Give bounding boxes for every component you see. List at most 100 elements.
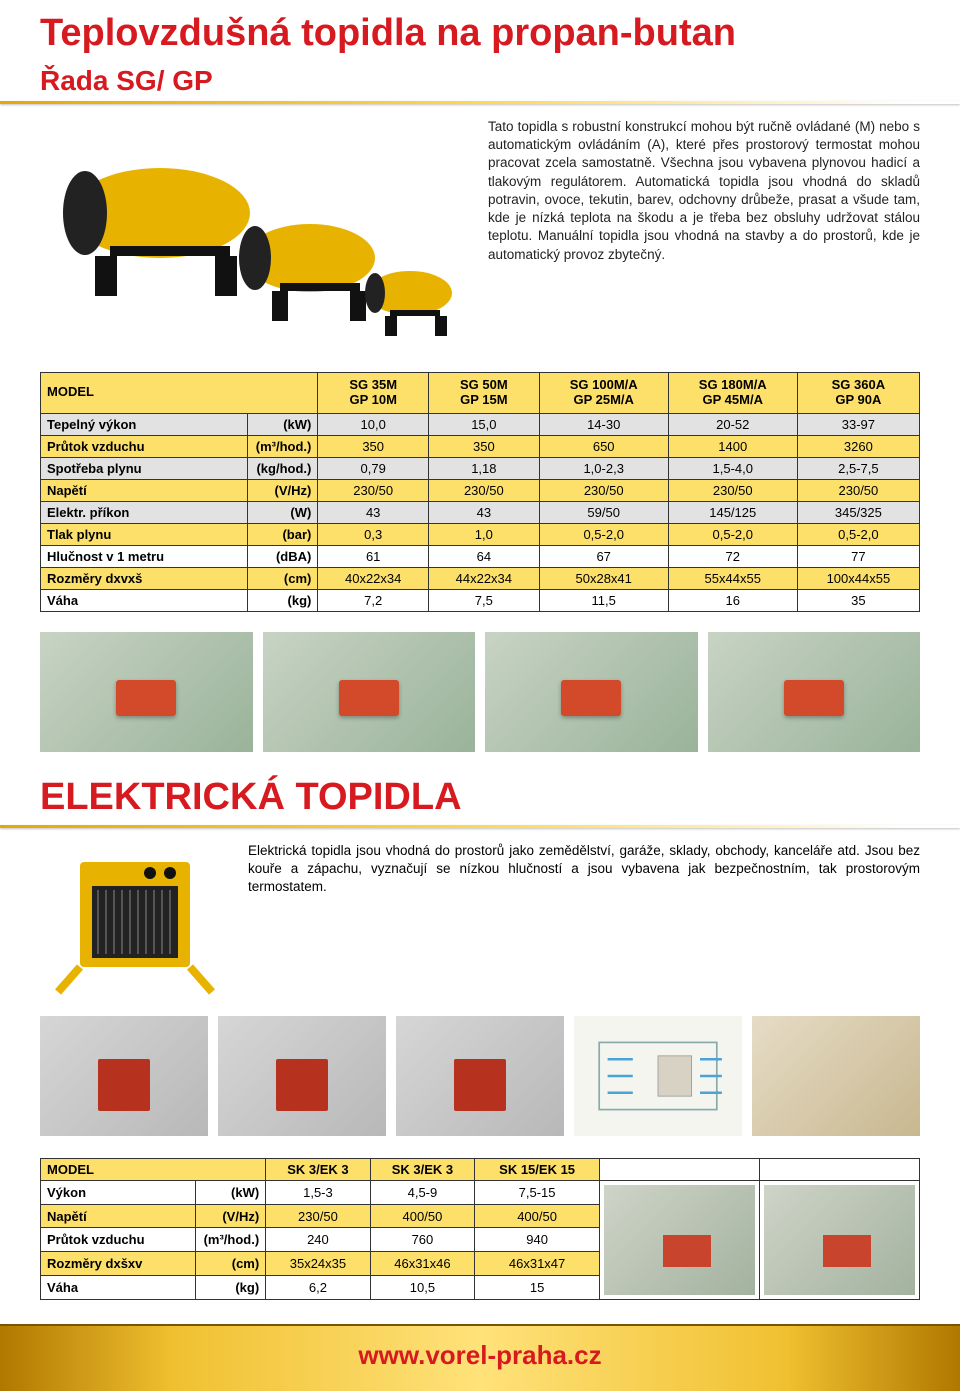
table-row: Tepelný výkon(kW)10,015,014-3020-5233-97	[41, 413, 920, 435]
cell: 64	[429, 545, 540, 567]
cell: 0,79	[318, 457, 429, 479]
cell: 230/50	[797, 479, 919, 501]
cell: 61	[318, 545, 429, 567]
table-row: Průtok vzduchu(m³/hod.)35035065014003260	[41, 435, 920, 457]
page-subtitle: Řada SG/ GP	[0, 59, 960, 97]
table-row: Elektr. příkon(W)434359/50145/125345/325	[41, 501, 920, 523]
gallery-image	[40, 1016, 208, 1136]
column-header: SK 3/EK 3	[266, 1158, 371, 1180]
gallery-image	[708, 632, 921, 752]
row-unit: (cm)	[248, 567, 318, 589]
cell: 345/325	[797, 501, 919, 523]
intro-paragraph: Tato topidla s robustní konstrukcí mohou…	[488, 118, 920, 358]
cell: 44x22x34	[429, 567, 540, 589]
cell: 350	[429, 435, 540, 457]
table-image-cell	[600, 1180, 760, 1299]
row-label: Napětí	[41, 1204, 196, 1228]
column-header: SG 100M/AGP 25M/A	[539, 373, 668, 414]
image-header	[760, 1158, 920, 1180]
cell: 0,5-2,0	[539, 523, 668, 545]
cell: 940	[475, 1228, 600, 1252]
column-header: SK 3/EK 3	[370, 1158, 475, 1180]
row-label: Průtok vzduchu	[41, 1228, 196, 1252]
row-label: Váha	[41, 589, 248, 611]
gallery-image	[218, 1016, 386, 1136]
divider-gold	[0, 825, 960, 828]
column-header: SG 360AGP 90A	[797, 373, 919, 414]
section-paragraph: Elektrická topidla jsou vhodná do prosto…	[248, 842, 920, 1002]
cell: 77	[797, 545, 919, 567]
footer-url: www.vorel-praha.cz	[0, 1324, 960, 1391]
gallery-image	[485, 632, 698, 752]
row-unit: (kg)	[248, 589, 318, 611]
cell: 1,5-3	[266, 1180, 371, 1204]
section-title: ELEKTRICKÁ TOPIDLA	[0, 770, 960, 821]
cell: 145/125	[668, 501, 797, 523]
cell: 43	[429, 501, 540, 523]
row-unit: (kW)	[196, 1180, 266, 1204]
row-label: Napětí	[41, 479, 248, 501]
cell: 230/50	[668, 479, 797, 501]
cell: 1,18	[429, 457, 540, 479]
gallery-image	[574, 1016, 742, 1136]
gallery-image	[396, 1016, 564, 1136]
cell: 11,5	[539, 589, 668, 611]
electric-gallery	[0, 1010, 960, 1154]
row-unit: (kg/hod.)	[248, 457, 318, 479]
row-unit: (m³/hod.)	[196, 1228, 266, 1252]
row-label: Tepelný výkon	[41, 413, 248, 435]
row-unit: (kW)	[248, 413, 318, 435]
cell: 100x44x55	[797, 567, 919, 589]
row-label: Rozměry dxvxš	[41, 567, 248, 589]
cell: 650	[539, 435, 668, 457]
cell: 230/50	[539, 479, 668, 501]
cell: 4,5-9	[370, 1180, 475, 1204]
table-row: Rozměry dxvxš(cm)40x22x3444x22x3450x28x4…	[41, 567, 920, 589]
column-header: SK 15/EK 15	[475, 1158, 600, 1180]
cell: 2,5-7,5	[797, 457, 919, 479]
cell: 10,5	[370, 1276, 475, 1300]
cell: 40x22x34	[318, 567, 429, 589]
row-label: Výkon	[41, 1180, 196, 1204]
cell: 35x24x35	[266, 1252, 371, 1276]
hero-product-image	[40, 118, 470, 358]
cell: 230/50	[266, 1204, 371, 1228]
row-unit: (dBA)	[248, 545, 318, 567]
cell: 67	[539, 545, 668, 567]
table-row: Tlak plynu(bar)0,31,00,5-2,00,5-2,00,5-2…	[41, 523, 920, 545]
gallery-image	[263, 632, 476, 752]
row-unit: (bar)	[248, 523, 318, 545]
row-label: Spotřeba plynu	[41, 457, 248, 479]
page-title: Teplovzdušná topidla na propan-butan	[0, 0, 960, 59]
cell: 20-52	[668, 413, 797, 435]
row-label: Hlučnost v 1 metru	[41, 545, 248, 567]
cell: 230/50	[318, 479, 429, 501]
gallery-image	[40, 632, 253, 752]
cell: 35	[797, 589, 919, 611]
spec-table-electric: MODELSK 3/EK 3SK 3/EK 3SK 15/EK 15 Výkon…	[40, 1158, 920, 1300]
cell: 10,0	[318, 413, 429, 435]
cell: 7,2	[318, 589, 429, 611]
cell: 72	[668, 545, 797, 567]
electric-heater-image	[40, 842, 230, 1002]
row-unit: (cm)	[196, 1252, 266, 1276]
cell: 16	[668, 589, 797, 611]
cell: 15,0	[429, 413, 540, 435]
column-header: SG 35MGP 10M	[318, 373, 429, 414]
application-gallery	[0, 628, 960, 770]
table-corner: MODEL	[41, 373, 318, 414]
cell: 46x31x46	[370, 1252, 475, 1276]
table-row: Váha(kg)7,27,511,51635	[41, 589, 920, 611]
table-row: Spotřeba plynu(kg/hod.)0,791,181,0-2,31,…	[41, 457, 920, 479]
divider-gold	[0, 101, 960, 104]
cell: 55x44x55	[668, 567, 797, 589]
cell: 46x31x47	[475, 1252, 600, 1276]
cell: 0,5-2,0	[797, 523, 919, 545]
cell: 400/50	[370, 1204, 475, 1228]
gallery-image	[752, 1016, 920, 1136]
cell: 0,5-2,0	[668, 523, 797, 545]
table-image-cell	[760, 1180, 920, 1299]
cell: 760	[370, 1228, 475, 1252]
row-unit: (V/Hz)	[248, 479, 318, 501]
cell: 33-97	[797, 413, 919, 435]
